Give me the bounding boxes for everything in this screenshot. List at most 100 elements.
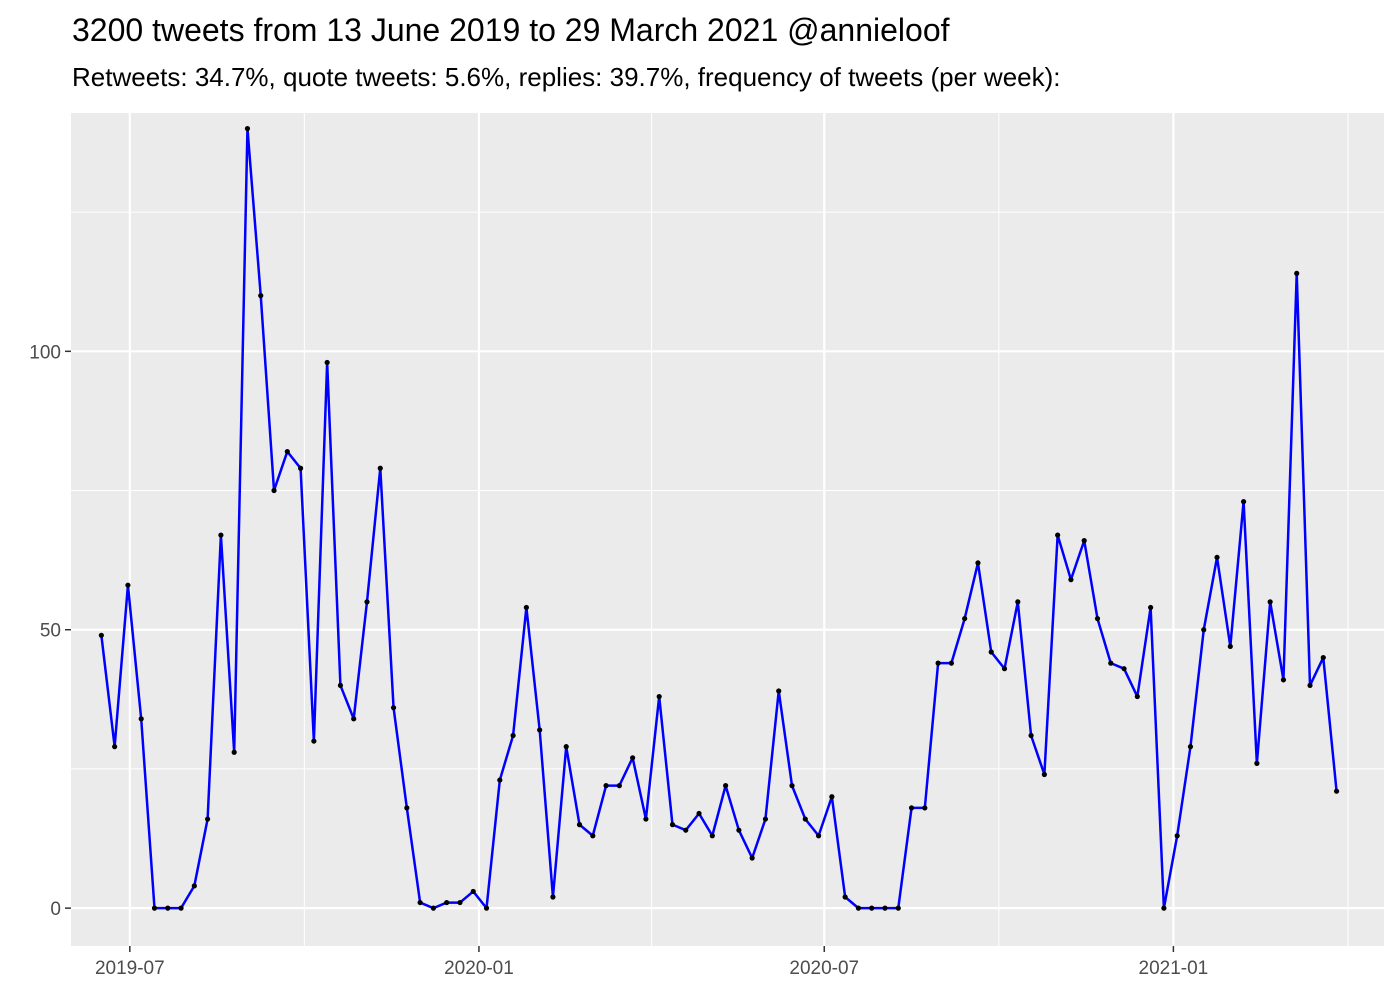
- data-point: [908, 805, 915, 811]
- data-point: [1187, 744, 1194, 750]
- data-point: [1015, 599, 1021, 605]
- data-point: [616, 783, 622, 789]
- data-point: [404, 805, 410, 811]
- x-tick-label: 2020-07: [789, 958, 859, 979]
- data-point: [1148, 604, 1154, 611]
- data-point: [165, 905, 171, 911]
- data-point: [1254, 760, 1260, 766]
- data-point: [975, 560, 981, 566]
- data-point: [709, 833, 715, 839]
- data-point: [736, 827, 742, 833]
- data-point: [1201, 627, 1207, 633]
- data-point: [895, 905, 901, 911]
- data-point: [1267, 599, 1273, 605]
- data-point: [324, 359, 330, 366]
- data-point: [749, 855, 755, 861]
- data-point: [523, 604, 529, 611]
- data-point: [390, 705, 397, 711]
- data-point: [1280, 677, 1287, 683]
- data-point: [723, 783, 729, 789]
- data-point: [590, 833, 596, 839]
- data-point: [430, 905, 437, 911]
- data-point: [1121, 666, 1127, 672]
- data-point: [802, 816, 808, 822]
- data-point: [563, 744, 569, 750]
- chart-subtitle: Retweets: 34.7%, quote tweets: 5.6%, rep…: [72, 62, 1061, 92]
- data-point: [244, 125, 251, 132]
- chart-title: 3200 tweets from 13 June 2019 to 29 Marc…: [72, 12, 950, 48]
- y-tick-label: 100: [29, 342, 61, 363]
- data-point: [444, 899, 450, 906]
- data-point: [669, 822, 676, 828]
- y-tick-label: 50: [40, 621, 61, 642]
- data-point: [842, 894, 848, 900]
- data-point: [258, 293, 264, 299]
- data-point: [1214, 554, 1220, 560]
- data-point: [683, 827, 689, 833]
- data-point: [457, 899, 463, 906]
- data-point: [855, 905, 862, 911]
- data-point: [1294, 270, 1300, 276]
- data-point: [112, 744, 118, 750]
- data-point: [483, 905, 490, 911]
- data-point: [643, 816, 649, 822]
- data-point: [988, 649, 994, 655]
- data-point: [138, 716, 144, 722]
- data-point: [1094, 615, 1101, 622]
- data-point: [218, 532, 224, 538]
- data-point: [98, 632, 104, 638]
- data-point: [1307, 682, 1313, 689]
- data-point: [550, 894, 556, 900]
- data-point: [882, 905, 888, 911]
- data-point: [1001, 666, 1008, 672]
- data-point: [311, 738, 317, 744]
- data-point: [1108, 660, 1114, 666]
- data-point: [284, 448, 290, 455]
- data-point: [1081, 538, 1087, 544]
- data-point: [191, 883, 197, 889]
- data-point: [576, 822, 583, 828]
- data-point: [231, 749, 237, 755]
- x-tick-label: 2019-07: [95, 958, 165, 979]
- x-tick-label: 2020-01: [444, 958, 514, 979]
- data-point: [656, 693, 662, 700]
- data-point: [537, 727, 543, 733]
- data-point: [1227, 643, 1233, 650]
- y-tick-label: 0: [50, 899, 61, 920]
- data-point: [776, 688, 782, 694]
- data-point: [377, 465, 383, 471]
- series-line: [100, 127, 1338, 910]
- data-point: [815, 833, 822, 839]
- data-point: [1134, 693, 1140, 700]
- data-point: [351, 716, 357, 722]
- data-point: [1240, 499, 1247, 505]
- data-point: [869, 905, 875, 911]
- data-point: [1055, 532, 1061, 538]
- data-point: [922, 805, 928, 811]
- data-point: [205, 816, 211, 822]
- data-point: [696, 810, 702, 817]
- data-point: [417, 899, 423, 906]
- plot-panel: [71, 113, 1384, 946]
- data-point: [470, 888, 476, 895]
- data-point: [1161, 905, 1167, 911]
- data-point: [178, 905, 184, 911]
- data-point: [1068, 577, 1074, 583]
- data-point: [271, 487, 277, 494]
- data-point: [935, 660, 941, 666]
- data-point: [1320, 654, 1326, 661]
- data-point: [829, 794, 835, 800]
- data-point: [962, 615, 968, 622]
- data-point: [630, 755, 636, 761]
- data-point: [1041, 771, 1047, 778]
- data-point: [603, 783, 609, 789]
- data-point: [125, 582, 131, 588]
- data-point: [1028, 732, 1034, 739]
- x-tick-label: 2021-01: [1139, 958, 1209, 979]
- data-point: [762, 816, 769, 822]
- data-point: [1174, 833, 1180, 839]
- data-point: [948, 660, 954, 666]
- data-point: [337, 682, 344, 689]
- data-point: [510, 732, 516, 739]
